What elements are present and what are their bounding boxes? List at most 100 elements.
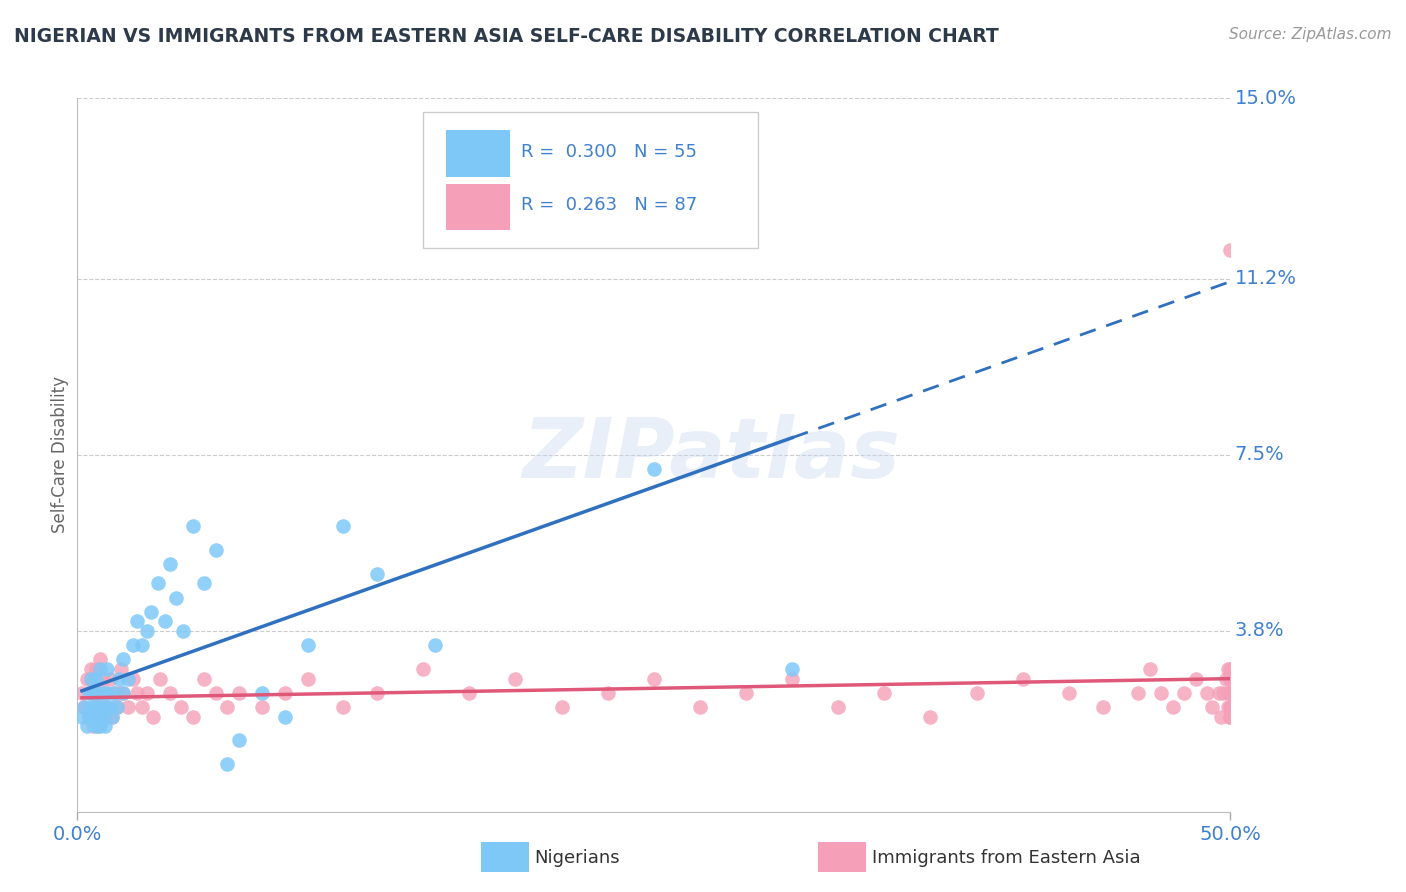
Point (366, 686, 388, 700)
Point (780, 662, 803, 676)
Point (91, 709, 114, 723)
Point (80, 662, 103, 676)
Point (84, 662, 107, 676)
Point (96, 662, 118, 676)
Point (217, 757, 239, 772)
Point (332, 700, 354, 714)
Point (1139, 662, 1161, 676)
Point (73, 700, 96, 714)
Point (89, 662, 111, 676)
Point (108, 686, 131, 700)
Text: R =  0.300   N = 55: R = 0.300 N = 55 (522, 143, 697, 161)
Point (1219, 672, 1241, 686)
Point (76, 719, 98, 733)
Point (1092, 700, 1115, 714)
Point (193, 576, 215, 591)
Point (735, 686, 758, 700)
FancyBboxPatch shape (446, 184, 510, 230)
Point (423, 638, 446, 652)
Point (170, 700, 193, 714)
Point (297, 638, 319, 652)
Point (108, 672, 131, 686)
Point (1219, 709, 1241, 723)
Point (82, 709, 104, 723)
Point (96, 686, 118, 700)
Point (70, 686, 93, 700)
Point (77, 709, 100, 723)
Point (153, 615, 176, 629)
Text: Immigrants from Eastern Asia: Immigrants from Eastern Asia (872, 849, 1140, 867)
Point (550, 700, 572, 714)
Point (127, 686, 149, 700)
Point (131, 638, 153, 652)
Point (1208, 686, 1230, 700)
Point (873, 686, 896, 700)
FancyBboxPatch shape (423, 112, 758, 248)
Y-axis label: Self-Care Disability: Self-Care Disability (51, 376, 69, 533)
Point (94, 700, 117, 714)
Point (76, 672, 98, 686)
Point (1161, 700, 1184, 714)
Point (1219, 686, 1241, 700)
Point (228, 733, 250, 747)
Point (112, 686, 135, 700)
Point (1184, 672, 1206, 686)
Point (80, 686, 103, 700)
Point (204, 543, 226, 558)
Text: Nigerians: Nigerians (534, 849, 620, 867)
Point (689, 700, 711, 714)
Point (250, 686, 273, 700)
Point (643, 462, 665, 476)
Point (250, 700, 273, 714)
Point (172, 624, 194, 638)
Point (181, 709, 204, 723)
Point (89, 709, 111, 723)
Point (84, 719, 107, 733)
Point (127, 615, 149, 629)
Point (458, 686, 481, 700)
Point (91, 672, 114, 686)
Point (112, 652, 135, 666)
Point (131, 700, 153, 714)
Point (94, 686, 117, 700)
Point (149, 672, 172, 686)
Point (89, 719, 111, 733)
Point (1219, 700, 1241, 714)
Text: Source: ZipAtlas.com: Source: ZipAtlas.com (1229, 27, 1392, 42)
Point (101, 709, 124, 723)
Point (827, 700, 849, 714)
Point (103, 686, 125, 700)
Point (596, 686, 619, 700)
Point (110, 662, 132, 676)
Point (105, 700, 128, 714)
Point (117, 700, 139, 714)
Point (228, 686, 250, 700)
Point (77, 686, 100, 700)
Point (1219, 662, 1241, 676)
Point (274, 709, 297, 723)
Point (89, 652, 111, 666)
Point (87, 686, 110, 700)
Point (87, 719, 110, 733)
Point (1219, 672, 1241, 686)
Point (101, 709, 124, 723)
Point (73, 700, 96, 714)
Point (91, 686, 114, 700)
Point (84, 700, 107, 714)
Point (297, 672, 319, 686)
Point (780, 672, 803, 686)
Point (77, 709, 100, 723)
Point (1219, 709, 1241, 723)
Point (366, 566, 388, 581)
Point (166, 591, 188, 605)
Point (82, 719, 104, 733)
Point (80, 700, 103, 714)
Point (103, 686, 125, 700)
Point (94, 719, 117, 733)
Point (98, 672, 121, 686)
Point (1150, 686, 1173, 700)
Point (84, 700, 107, 714)
Point (98, 700, 121, 714)
Point (1201, 700, 1223, 714)
Point (89, 700, 111, 714)
